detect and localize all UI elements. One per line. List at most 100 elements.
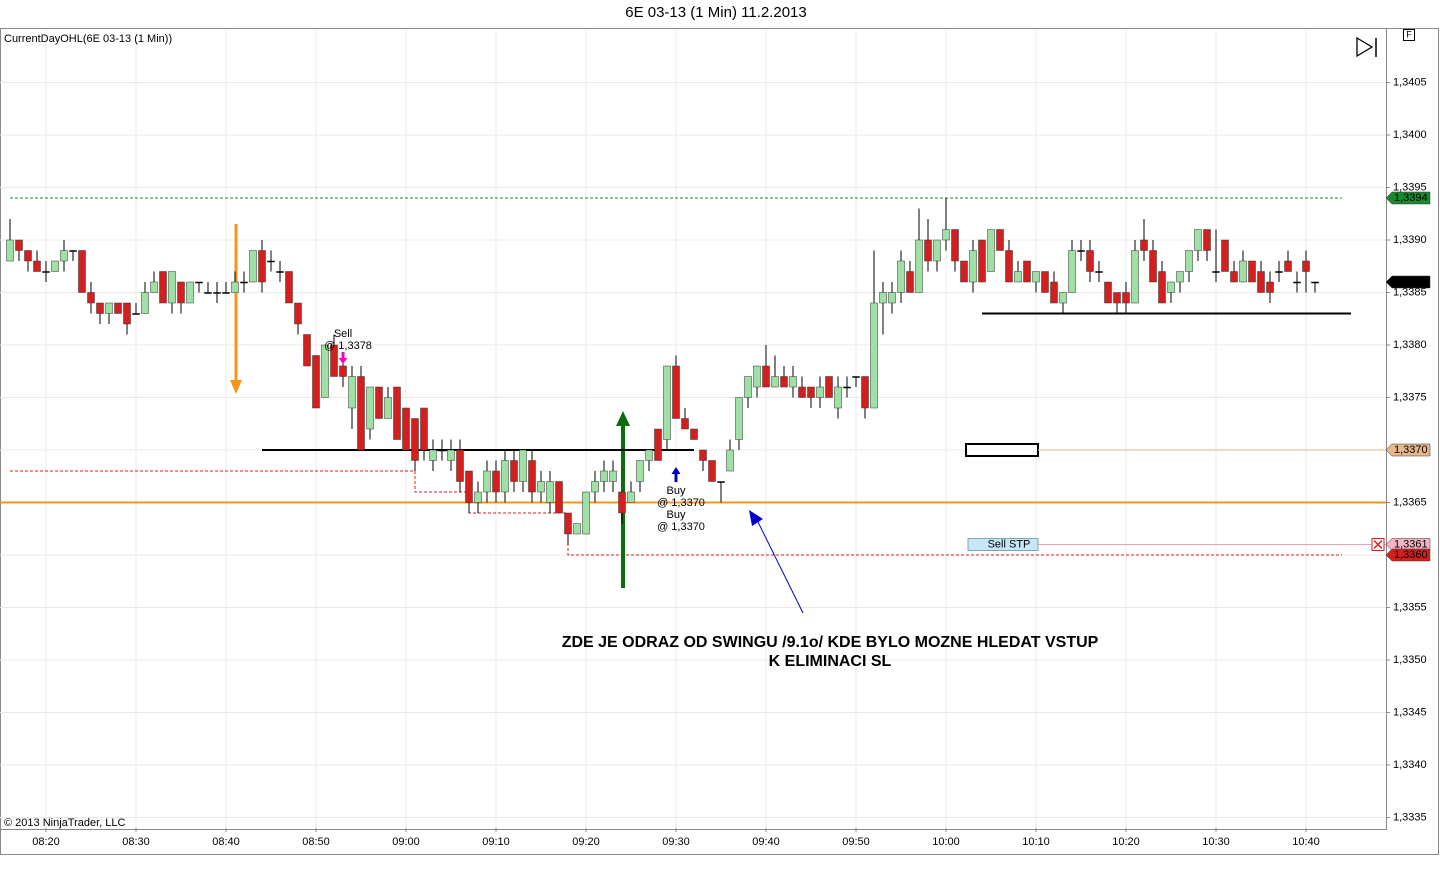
candle-body (600, 470, 608, 482)
candle-body (438, 449, 446, 452)
candle-body (384, 397, 392, 419)
price-marker (1385, 443, 1431, 457)
y-tick-label: 1,3345 (1393, 706, 1427, 718)
price-marker-label: 1,3360 (1394, 549, 1428, 561)
candle-body (1032, 271, 1040, 283)
candle-body (789, 376, 797, 388)
candle-body (807, 386, 815, 398)
candle-body (1059, 292, 1067, 304)
y-tick-label: 1,3375 (1393, 391, 1427, 403)
candle-body (591, 481, 599, 493)
candle-body (105, 302, 113, 314)
candle-body (1284, 260, 1292, 272)
annotation: ZDE JE ODRAZ OD SWINGU /9.1o/ KDE BYLO M… (562, 634, 1099, 651)
x-tick-label: 09:50 (842, 836, 870, 848)
candle-body (1185, 250, 1193, 272)
y-tick-label: 1,3400 (1393, 129, 1427, 141)
candle-body (6, 239, 14, 262)
candle-body (708, 460, 716, 482)
candle-body (1248, 260, 1256, 283)
candle-body (483, 470, 491, 493)
candle-body (1167, 281, 1175, 293)
f-button[interactable] (1403, 29, 1415, 41)
execution-side: Buy (667, 509, 686, 521)
candle-body (204, 292, 212, 294)
candle-body (762, 365, 770, 388)
candle-body (1113, 292, 1121, 304)
candle-body (825, 376, 833, 398)
candle-body (1302, 260, 1310, 272)
execution-price: @ 1,3378 (324, 340, 372, 352)
candle-body (1212, 271, 1220, 273)
candle-body (888, 292, 896, 304)
order-box (967, 538, 1039, 551)
candle-body (1041, 271, 1049, 293)
candle-body (78, 250, 86, 293)
y-tick-label: 1,3385 (1393, 286, 1427, 298)
x-tick-label: 08:50 (302, 836, 330, 848)
cancel-order-icon[interactable] (1373, 539, 1383, 550)
candle-body (663, 365, 671, 440)
candle-body (978, 239, 986, 283)
x-tick-label: 10:40 (1292, 836, 1320, 848)
candle-body (1149, 250, 1157, 283)
candle-body (222, 292, 230, 294)
candle-body (1230, 271, 1238, 283)
candle-body (1194, 229, 1202, 251)
x-tick-label: 09:20 (572, 836, 600, 848)
candle-body (375, 386, 383, 419)
candle-body (690, 428, 698, 440)
candle-body (753, 365, 761, 388)
orange-arrow-head (230, 380, 242, 394)
candle-body (915, 239, 923, 293)
candle-body (294, 302, 302, 325)
annotation: K ELIMINACI SL (769, 653, 892, 670)
candle-body (609, 470, 617, 482)
order-label: Sell STP (988, 538, 1031, 550)
candle-body (1176, 271, 1184, 283)
price-marker-label: 1,3361 (1394, 538, 1428, 550)
candle-body (627, 491, 635, 503)
candle-body (393, 386, 401, 440)
candle-body (843, 386, 851, 389)
candle-body (681, 418, 689, 430)
price-marker (1385, 538, 1431, 551)
candle-body (555, 481, 563, 514)
candle-body (1221, 239, 1229, 272)
candle-body (1086, 250, 1094, 272)
candle-body (744, 376, 752, 398)
candle-body (1140, 239, 1148, 251)
candle-body (186, 281, 194, 304)
f-button-label[interactable]: F (1406, 29, 1412, 39)
candle-body (456, 449, 464, 482)
play-icon[interactable] (1356, 36, 1374, 58)
candle-body (87, 292, 95, 304)
x-tick-label: 10:20 (1112, 836, 1140, 848)
candle-body (645, 449, 653, 461)
x-tick-label: 09:40 (752, 836, 780, 848)
x-tick-label: 10:00 (932, 836, 960, 848)
candle-body (996, 229, 1004, 251)
candle-body (348, 376, 356, 409)
price-marker (1385, 275, 1431, 289)
candle-body (321, 344, 329, 398)
candle-body (15, 239, 23, 251)
candle-body (636, 460, 644, 482)
y-tick-label: 1,3355 (1393, 601, 1427, 613)
candle-body (852, 376, 860, 378)
execution-price: @ 1,3370 (657, 497, 705, 509)
candle-body (699, 449, 707, 461)
candle-body (897, 260, 905, 293)
candle-body (312, 355, 320, 409)
candle-body (951, 229, 959, 262)
indicator-label: CurrentDayOHL(6E 03-13 (1 Min)) (4, 33, 172, 45)
y-tick-label: 1,3335 (1393, 811, 1427, 823)
candle-body (771, 376, 779, 388)
position-box (965, 443, 1039, 457)
candle-body (879, 292, 887, 304)
y-tick-label: 1,3365 (1393, 496, 1427, 508)
y-tick-label: 1,3350 (1393, 654, 1427, 666)
play-button[interactable] (1356, 36, 1377, 58)
candle-body (1104, 281, 1112, 304)
y-tick-label: 1,3380 (1393, 339, 1427, 351)
